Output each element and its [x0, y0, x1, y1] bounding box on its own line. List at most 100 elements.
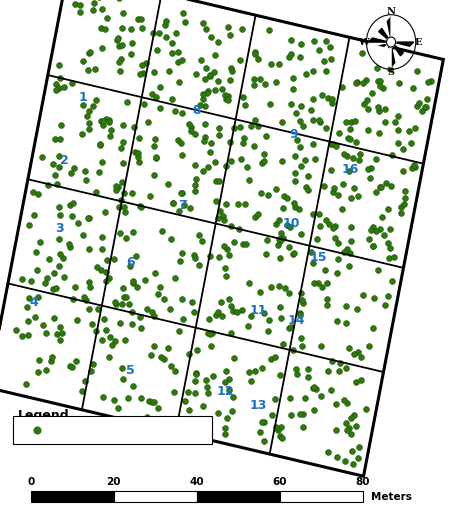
Point [138, 24, 146, 32]
Point [221, 378, 229, 386]
Point [221, 264, 229, 272]
Point [33, 426, 41, 434]
Point [171, 367, 178, 376]
Point [184, 388, 192, 396]
Point [146, 192, 154, 200]
Point [106, 352, 113, 361]
Point [277, 314, 284, 322]
Point [59, 254, 66, 262]
Point [56, 74, 64, 83]
Point [317, 341, 325, 350]
Point [325, 220, 333, 229]
Point [177, 189, 185, 197]
Text: Individual Tree: Individual Tree [54, 424, 146, 435]
Point [331, 234, 338, 242]
Point [427, 77, 435, 85]
Point [174, 57, 182, 66]
Point [85, 277, 93, 286]
Point [296, 310, 304, 319]
Point [204, 329, 212, 338]
Point [272, 78, 280, 86]
Point [349, 460, 357, 468]
Point [302, 183, 310, 191]
Point [223, 271, 230, 280]
Point [121, 336, 129, 344]
Point [353, 305, 361, 313]
Point [409, 164, 416, 172]
Point [86, 48, 93, 56]
Point [347, 118, 355, 126]
Point [258, 363, 266, 372]
Point [128, 49, 135, 58]
Point [185, 119, 193, 128]
Point [291, 168, 299, 177]
Point [205, 414, 213, 423]
Point [297, 288, 305, 297]
Point [343, 118, 350, 126]
Point [32, 247, 39, 256]
Point [185, 349, 192, 358]
Point [309, 210, 317, 218]
Point [73, 316, 81, 324]
Point [202, 376, 210, 384]
Point [110, 255, 118, 263]
Point [351, 116, 358, 125]
Point [336, 129, 343, 138]
Point [55, 163, 63, 171]
Point [69, 295, 77, 303]
Point [283, 220, 291, 229]
Point [386, 225, 393, 233]
Polygon shape [391, 28, 403, 42]
Point [286, 53, 293, 61]
Point [80, 230, 87, 239]
Point [411, 124, 419, 133]
Point [111, 337, 118, 345]
Point [180, 315, 187, 323]
Point [97, 266, 104, 274]
Point [114, 403, 121, 412]
Point [97, 117, 105, 125]
Point [348, 447, 356, 456]
Point [311, 155, 319, 164]
Point [215, 38, 222, 46]
Point [139, 69, 147, 77]
Point [313, 235, 321, 243]
Point [67, 169, 74, 177]
Point [25, 294, 33, 302]
Point [267, 60, 275, 68]
Text: 9: 9 [290, 128, 298, 140]
Point [42, 366, 50, 375]
Point [51, 269, 58, 277]
Point [324, 278, 331, 287]
Point [256, 288, 264, 296]
Point [72, 357, 80, 365]
Point [331, 221, 338, 230]
Point [394, 112, 401, 120]
Point [201, 119, 209, 128]
Polygon shape [391, 44, 395, 67]
Point [346, 344, 353, 352]
Point [106, 132, 113, 140]
Point [42, 329, 50, 337]
Point [228, 156, 235, 165]
Text: 1: 1 [79, 91, 87, 104]
Point [399, 167, 406, 175]
Point [165, 416, 173, 424]
Point [288, 410, 295, 419]
Point [227, 329, 235, 337]
Point [119, 138, 127, 147]
Point [215, 253, 223, 261]
Point [128, 320, 136, 328]
Point [322, 37, 330, 46]
Point [208, 33, 215, 41]
Point [275, 215, 283, 224]
Point [350, 350, 357, 358]
Point [53, 330, 61, 338]
Point [273, 423, 280, 431]
Point [85, 107, 93, 115]
Point [278, 229, 285, 238]
Point [327, 140, 335, 148]
Point [369, 241, 376, 250]
Point [280, 192, 287, 200]
Point [329, 140, 337, 148]
